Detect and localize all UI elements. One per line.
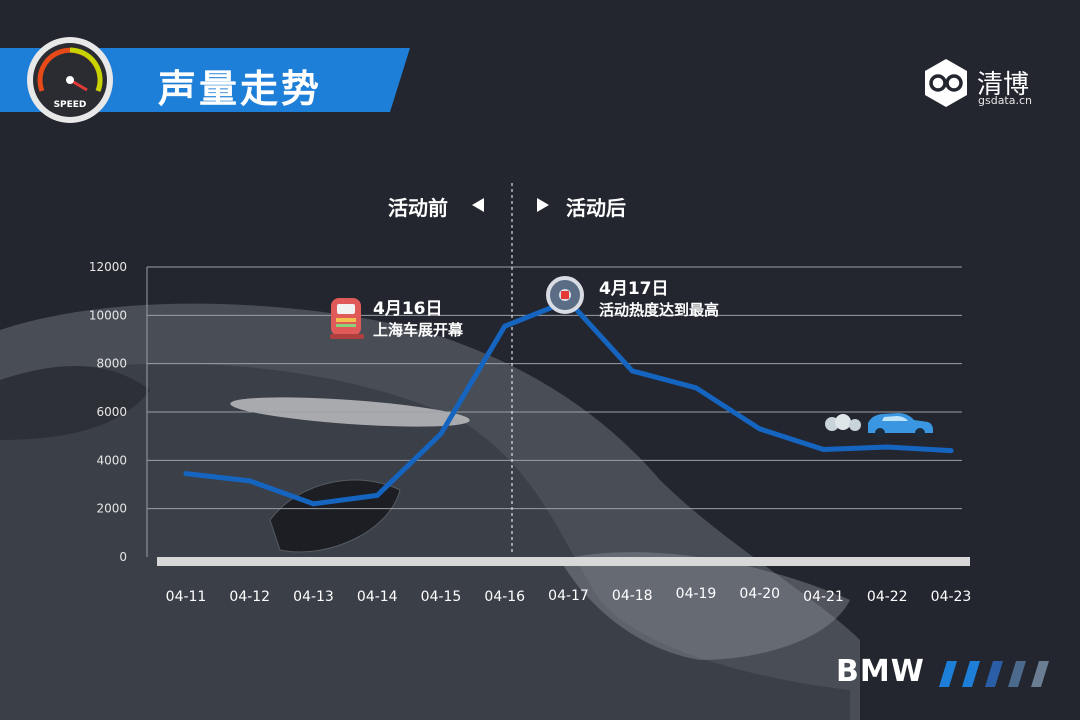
y-tick-label: 4000: [96, 453, 127, 467]
x-tick-label: 04-22: [867, 589, 908, 605]
data-point: [821, 446, 826, 452]
data-point: [629, 368, 635, 374]
annotation-text-0416: 上海车展开幕: [373, 321, 464, 339]
data-point: [247, 478, 253, 484]
speedometer-icon: SPEED: [27, 37, 113, 123]
data-point: [311, 501, 316, 507]
y-tick-label: 10000: [89, 308, 127, 322]
page-title: 声量走势: [158, 67, 323, 111]
x-tick-label: 04-20: [739, 586, 780, 602]
brand-logo: BMW: [836, 654, 925, 689]
x-tick-label: 04-14: [357, 589, 398, 605]
x-tick-label: 04-18: [612, 588, 653, 604]
phase-after-label: 活动后: [566, 196, 626, 220]
data-point: [693, 385, 699, 391]
x-tick-label: 04-11: [166, 589, 207, 605]
logo-subtitle: gsdata.cn: [978, 94, 1033, 107]
x-tick-label: 04-19: [676, 586, 717, 602]
data-point: [884, 444, 890, 450]
arrow-left-icon: [472, 198, 484, 212]
x-tick-labels: 04-11 04-12 04-13 04-14 04-15 04-16 04-17 04-18…: [166, 586, 972, 605]
annotation-date-0416: 4月16日: [373, 299, 443, 319]
annotation-text-0417: 活动热度达到最高: [599, 301, 720, 319]
data-point: [183, 471, 189, 477]
y-tick-labels: 0 2000 4000 6000 8000 10000 12000: [89, 260, 127, 564]
y-tick-label: 2000: [96, 502, 127, 516]
phase-before-label: 活动前: [388, 196, 448, 220]
y-tick-label: 8000: [96, 357, 127, 371]
x-tick-label: 04-21: [803, 589, 844, 605]
qingbo-logo-icon: [925, 59, 967, 107]
x-tick-label: 04-17: [548, 588, 589, 604]
x-tick-label: 04-23: [931, 589, 972, 605]
brand-stripes: [939, 661, 1049, 687]
x-tick-label: 04-13: [293, 589, 334, 605]
data-point: [374, 492, 380, 498]
data-point: [948, 448, 954, 454]
data-point: [502, 323, 508, 329]
chart-grid: [146, 266, 962, 557]
x-tick-label: 04-12: [229, 589, 270, 605]
fuel-pump-icon: [330, 298, 364, 339]
annotation-date-0417: 4月17日: [599, 279, 669, 299]
y-tick-label: 12000: [89, 260, 127, 274]
y-tick-label: 6000: [96, 405, 127, 419]
x-tick-label: 04-15: [421, 589, 462, 605]
y-tick-label: 0: [119, 550, 127, 564]
arrow-right-icon: [537, 198, 549, 212]
data-point: [438, 431, 444, 437]
x-axis-baseline: [157, 557, 970, 566]
x-tick-label: 04-16: [484, 589, 525, 605]
logo-name: 清博: [977, 70, 1030, 100]
car-icon: [825, 413, 933, 438]
steering-wheel-icon: [546, 276, 584, 314]
data-point: [757, 426, 763, 432]
gauge-label: SPEED: [54, 100, 87, 110]
